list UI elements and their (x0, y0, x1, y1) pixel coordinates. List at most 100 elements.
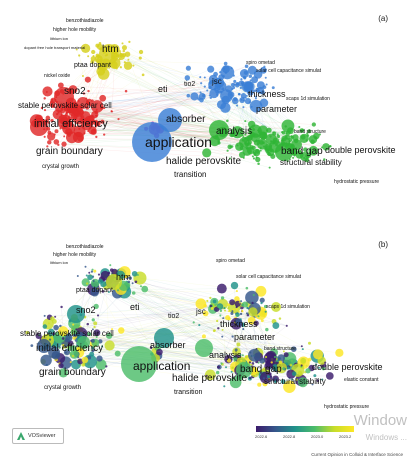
network-node (234, 296, 240, 302)
network-node (80, 43, 91, 54)
network-node (217, 139, 220, 142)
network-node (282, 367, 286, 371)
windows-watermark: Window (353, 412, 407, 429)
term-label: eti (158, 84, 168, 94)
term-label: tio2 (168, 313, 179, 320)
network-node (206, 89, 209, 92)
network-node (221, 95, 230, 105)
network-node (329, 144, 332, 148)
network-node (235, 308, 238, 311)
network-node (43, 314, 46, 317)
term-label: thickness (248, 89, 286, 99)
network-node (239, 86, 243, 90)
network-node (222, 317, 225, 320)
network-node (90, 287, 100, 297)
network-node (60, 107, 63, 110)
network-node (105, 63, 109, 67)
network-link (97, 45, 275, 134)
term-label: grain boundary (39, 367, 106, 378)
term-label: band structure (294, 129, 326, 135)
network-node (81, 75, 84, 78)
network-node (61, 141, 67, 147)
network-node (46, 145, 49, 148)
network-node (78, 54, 81, 57)
network-node (48, 122, 51, 125)
network-node (121, 42, 124, 45)
network-node (245, 286, 249, 290)
term-label: band gap (281, 146, 323, 157)
network-link (92, 340, 292, 375)
network-node (210, 307, 214, 310)
network-link (122, 279, 223, 331)
network-node (271, 86, 275, 90)
term-label: dopant free hole transport material (24, 45, 85, 50)
network-node (220, 362, 223, 365)
term-label: absorber (150, 340, 186, 350)
network-node (290, 346, 297, 352)
network-node (186, 93, 191, 98)
network-link (88, 88, 229, 105)
network-node (37, 339, 51, 353)
network-node (267, 352, 270, 355)
network-node (301, 348, 304, 351)
network-node (286, 160, 289, 163)
network-node (308, 151, 312, 155)
network-node (116, 289, 120, 292)
network-node (77, 336, 91, 349)
network-node (297, 377, 308, 388)
network-node (47, 130, 52, 135)
network-node (93, 329, 101, 337)
network-node (184, 75, 191, 81)
network-node (66, 103, 77, 114)
network-link (64, 143, 305, 159)
network-node (75, 328, 78, 331)
network-link (57, 322, 239, 356)
network-node (251, 301, 254, 305)
network-node (233, 79, 237, 83)
network-node (96, 58, 101, 63)
network-node (72, 323, 75, 326)
network-node (285, 324, 288, 327)
network-node (134, 280, 138, 284)
network-node (223, 306, 226, 310)
network-link (125, 286, 154, 357)
cluster-network-panel-a: benzothiadiazole higher hole mobility lith… (4, 2, 406, 212)
network-node (95, 359, 107, 370)
network-node (69, 361, 72, 364)
network-node (281, 135, 287, 142)
network-node (260, 90, 265, 95)
network-link (86, 86, 205, 99)
network-node (236, 104, 239, 107)
network-node (109, 264, 112, 267)
network-node (234, 83, 240, 88)
network-node (87, 89, 90, 93)
network-node (252, 157, 256, 160)
network-node (190, 92, 199, 101)
network-node (50, 316, 55, 322)
network-node (212, 78, 215, 81)
network-node (308, 341, 312, 345)
network-node (298, 125, 301, 129)
network-node (233, 356, 238, 361)
term-label: elastic constant (344, 377, 379, 383)
network-node (121, 346, 157, 382)
network-node (214, 77, 225, 88)
network-node (239, 146, 244, 151)
network-node (198, 92, 206, 100)
network-node (88, 126, 97, 135)
network-node (236, 342, 241, 347)
network-node (132, 64, 135, 67)
network-node (257, 382, 262, 387)
network-node (65, 111, 69, 115)
network-node (205, 374, 208, 377)
network-node (108, 66, 111, 69)
network-link (118, 55, 260, 132)
network-link (83, 305, 252, 346)
network-node (244, 133, 247, 136)
network-node (88, 120, 91, 123)
network-node (103, 107, 106, 110)
network-node (240, 93, 247, 99)
network-node (238, 93, 241, 96)
network-node (201, 334, 206, 339)
term-label: thickness (220, 319, 258, 329)
